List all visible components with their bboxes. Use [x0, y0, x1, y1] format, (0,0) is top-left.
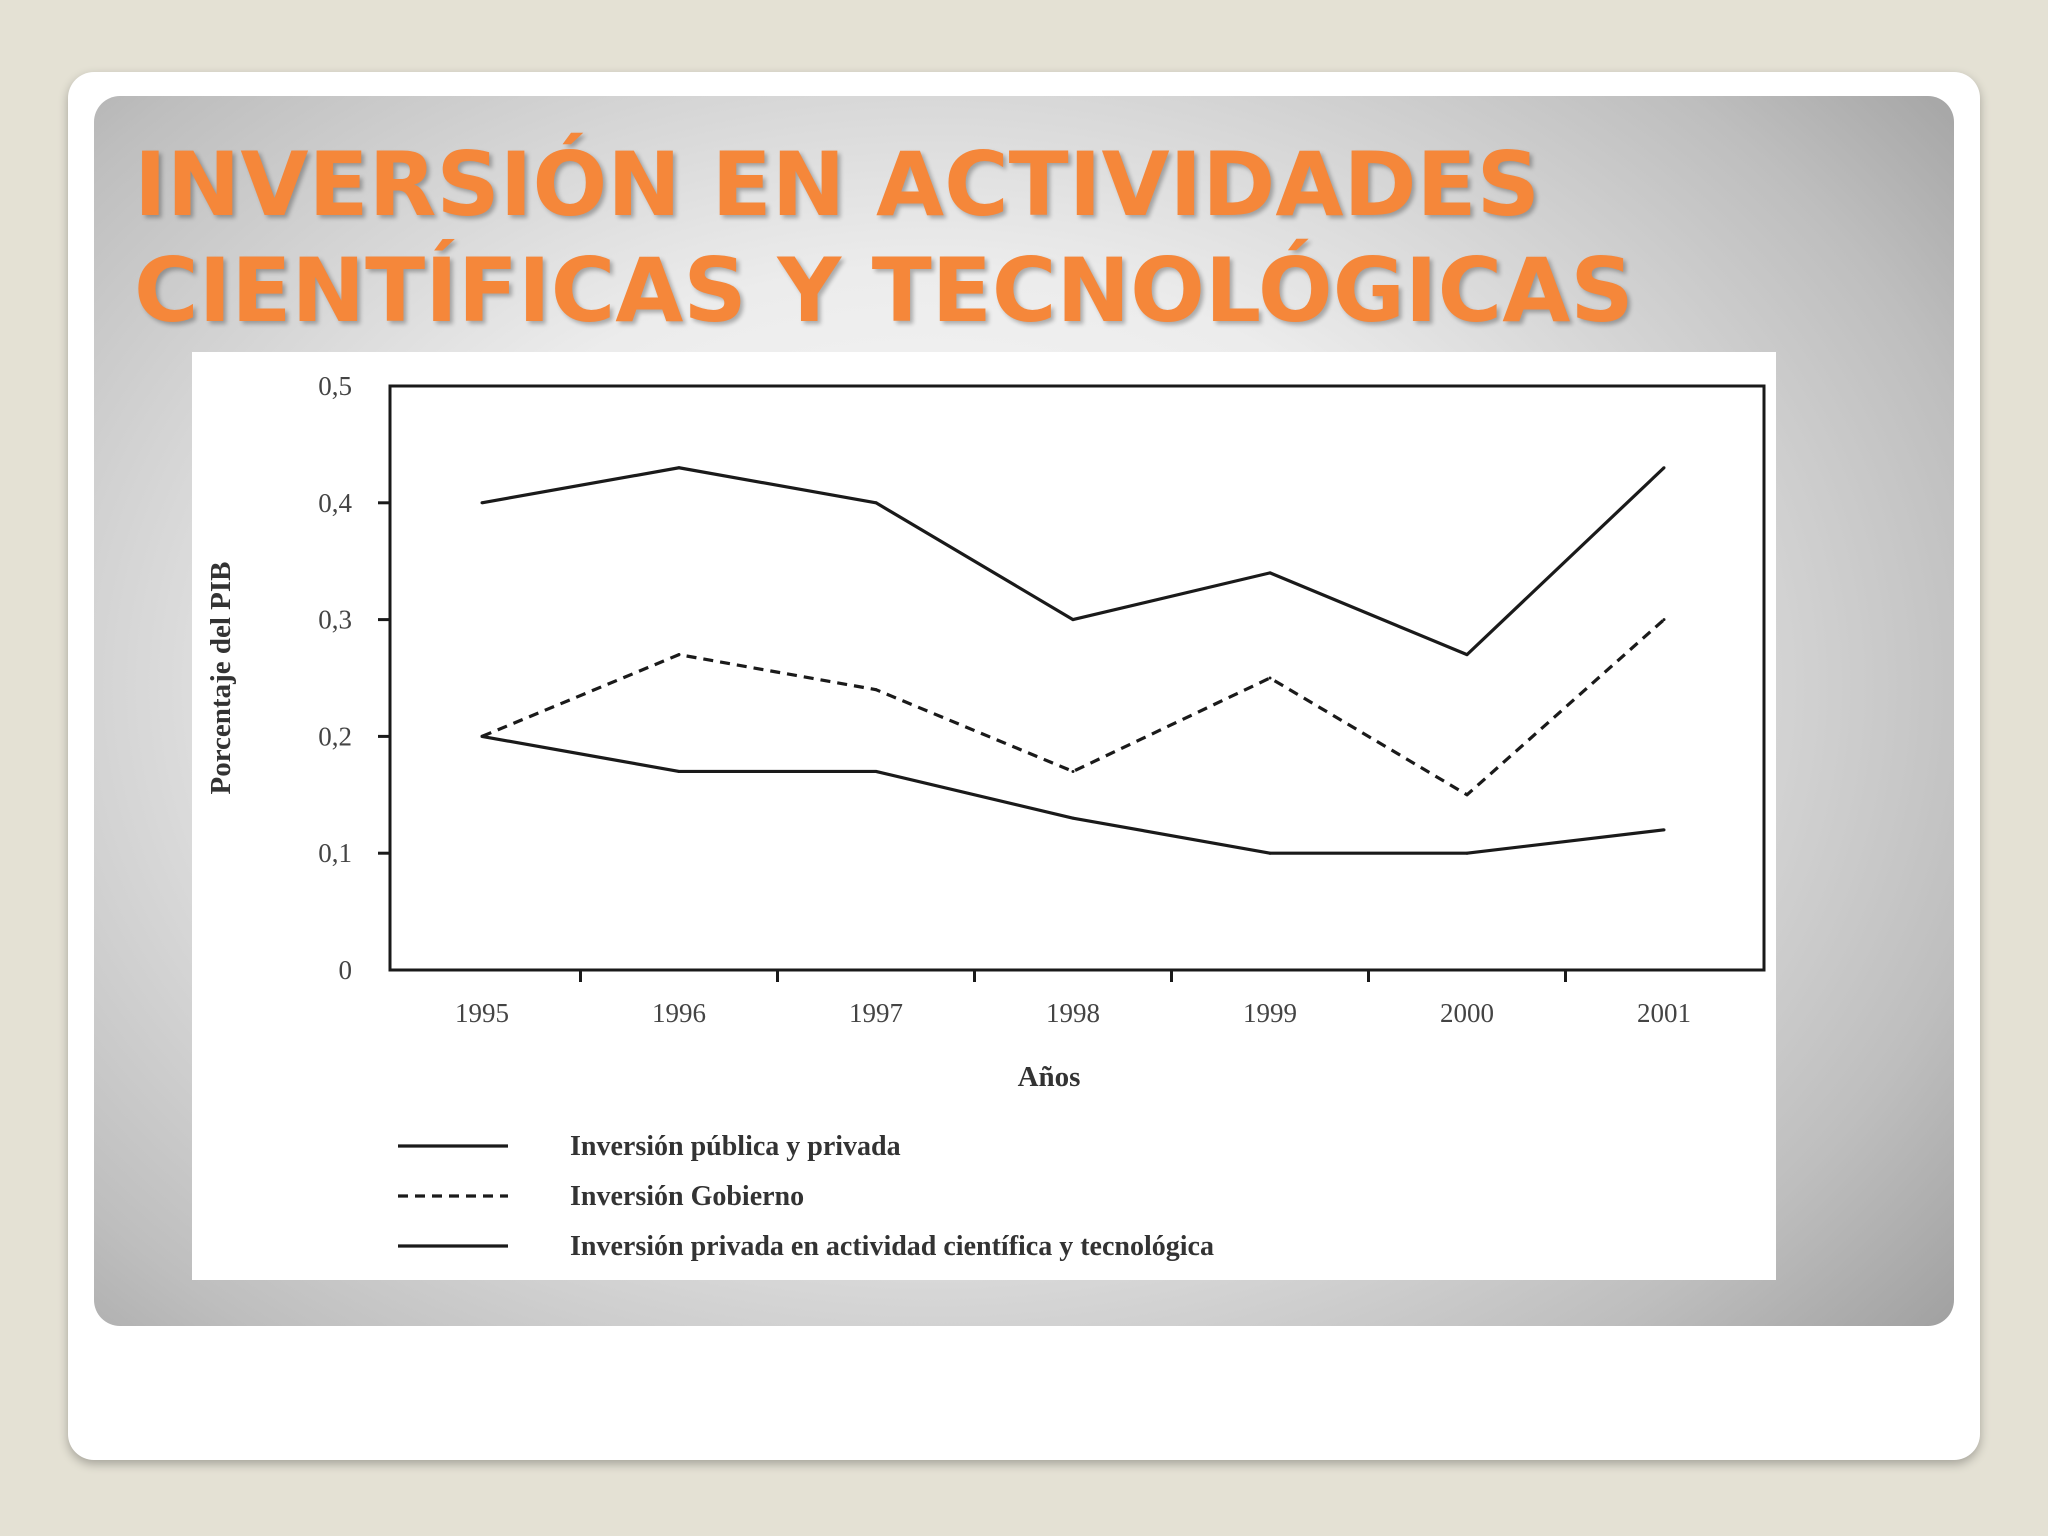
x-tick-label: 1999	[1243, 998, 1297, 1028]
data-point	[1662, 466, 1666, 470]
data-point	[1268, 851, 1272, 855]
series-line-3	[481, 734, 1665, 855]
data-point	[874, 688, 878, 692]
x-tick-label: 1996	[652, 998, 706, 1028]
data-point	[480, 734, 484, 738]
data-point	[1268, 676, 1272, 680]
data-point	[1071, 618, 1075, 622]
data-point	[677, 466, 681, 470]
y-tick-label: 0	[339, 955, 353, 985]
legend-label-2: Inversión Gobierno	[570, 1181, 804, 1212]
data-point	[1071, 816, 1075, 820]
data-point	[1465, 851, 1469, 855]
x-tick-label: 1995	[455, 998, 509, 1028]
data-point	[677, 769, 681, 773]
x-tick-label: 1997	[849, 998, 903, 1028]
data-point	[480, 501, 484, 505]
y-tick-label: 0,3	[318, 605, 352, 635]
y-tick-label: 0,5	[318, 371, 352, 401]
y-tick-label: 0,4	[318, 488, 352, 518]
slide-title-line-1: INVERSIÓN EN ACTIVIDADES	[134, 133, 1540, 236]
y-axis-title: Porcentaje del PIB	[205, 561, 237, 794]
data-point	[874, 501, 878, 505]
x-axis-title: Años	[1018, 1061, 1081, 1093]
y-tick-label: 0,1	[318, 838, 352, 868]
y-tick-label: 0,2	[318, 721, 352, 751]
data-point	[1465, 653, 1469, 657]
data-point	[1465, 793, 1469, 797]
slide-title: INVERSIÓN EN ACTIVIDADES CIENTÍFICAS Y T…	[134, 132, 1934, 344]
plot-frame	[388, 384, 1766, 972]
data-point	[1268, 571, 1272, 575]
x-tick-label: 1998	[1046, 998, 1100, 1028]
data-point	[1071, 769, 1075, 773]
legend-label-1: Inversión pública y privada	[570, 1131, 901, 1162]
legend-label-3: Inversión privada en actividad científic…	[570, 1231, 1214, 1262]
x-tick-label: 2001	[1637, 998, 1691, 1028]
chart-panel: 0 0,1 0,2 0,3 0,4 0,5 1995 1996 1997 1998 1999 2000…	[192, 352, 1776, 1280]
series-line-1	[481, 466, 1666, 657]
data-point	[677, 653, 681, 657]
slide-title-line-2: CIENTÍFICAS Y TECNOLÓGICAS	[134, 239, 1634, 342]
data-point	[874, 769, 878, 773]
line-chart: 0 0,1 0,2 0,3 0,4 0,5 1995 1996 1997 1998 1999 2000…	[205, 371, 1766, 1262]
data-point	[1662, 618, 1666, 622]
data-point	[1662, 828, 1666, 832]
x-tick-label: 2000	[1440, 998, 1494, 1028]
